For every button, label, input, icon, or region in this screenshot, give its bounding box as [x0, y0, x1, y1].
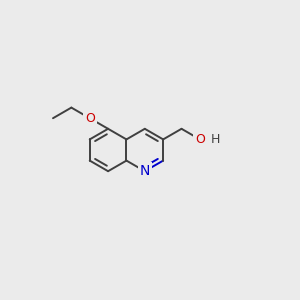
- Text: O: O: [85, 112, 95, 125]
- Text: N: N: [140, 164, 150, 178]
- Text: H: H: [211, 133, 220, 146]
- Text: O: O: [195, 133, 205, 146]
